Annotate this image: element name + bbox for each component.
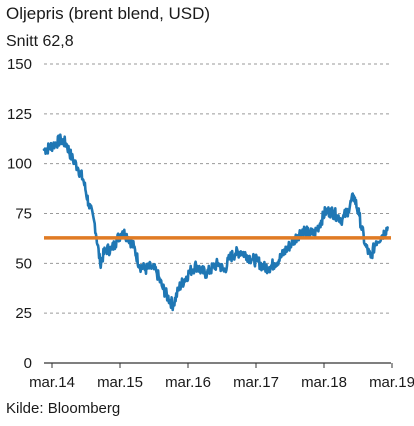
chart-title: Oljepris (brent blend, USD): [6, 4, 211, 23]
x-tick-label: mar.17: [233, 374, 279, 391]
chart-subtitle: Snitt 62,8: [6, 33, 74, 50]
y-tick-label: 25: [15, 305, 32, 322]
y-tick-label: 100: [7, 156, 32, 173]
x-tick-label: mar.18: [301, 374, 347, 391]
series-line: [42, 133, 389, 312]
y-tick-label: 150: [7, 56, 32, 73]
y-tick-label: 50: [15, 255, 32, 272]
x-tick-label: mar.19: [369, 374, 414, 391]
grid-layer: [44, 63, 391, 364]
x-tick-label: mar.14: [29, 374, 75, 391]
y-tick-label: 75: [15, 206, 32, 223]
y-tick-label: 125: [7, 106, 32, 123]
series-layer: [42, 133, 389, 312]
x-tick-label: mar.16: [165, 374, 211, 391]
tick-layer: 0 25 50 75 100 125 150 mar.14 mar.15 mar.16 mar.17…: [7, 56, 414, 391]
x-tick-label: mar.15: [97, 374, 143, 391]
y-tick-label: 0: [24, 355, 32, 372]
chart-source: Kilde: Bloomberg: [6, 400, 121, 417]
